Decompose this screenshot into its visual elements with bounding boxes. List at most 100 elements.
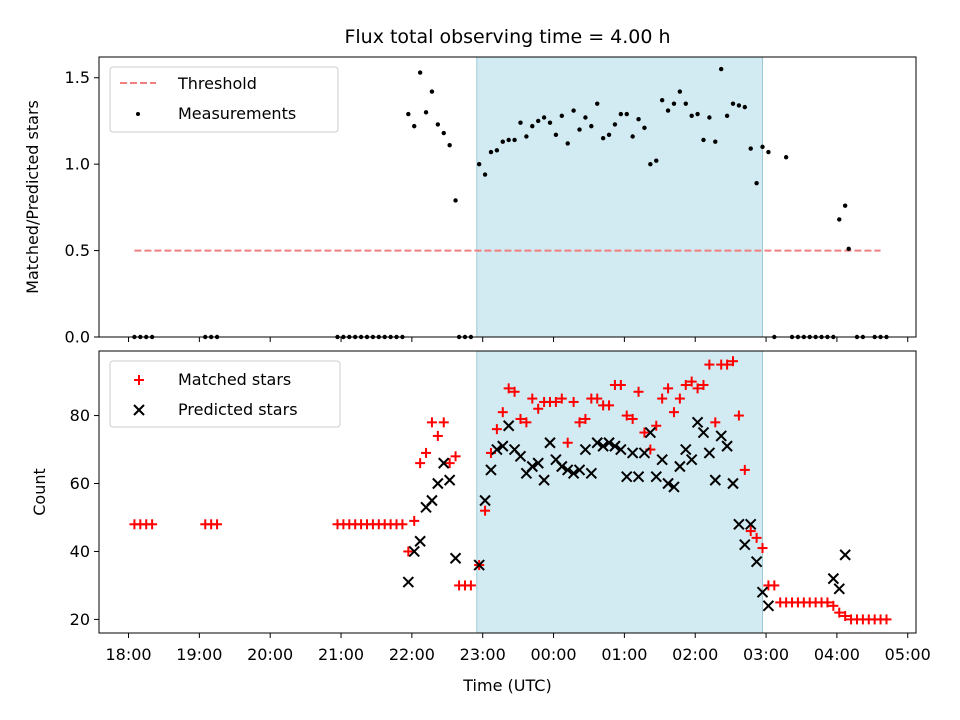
predicted-star-point <box>674 460 686 473</box>
measurement-point <box>417 70 423 75</box>
matched-star-point <box>722 359 733 370</box>
predicted-star-point <box>538 474 550 486</box>
measurement-point <box>453 198 458 203</box>
matched-star-point <box>621 410 632 421</box>
predicted-star-point <box>585 467 598 480</box>
matched-star-point <box>668 407 679 418</box>
x-tick-label: 01:00 <box>601 645 647 664</box>
matched-star-point <box>465 580 476 591</box>
x-marker-b <box>402 576 415 588</box>
matched-star-point <box>480 505 491 516</box>
x-marker-b <box>697 426 710 439</box>
matched-star-point <box>657 393 668 404</box>
bottom-y-tick-label: 40 <box>70 542 90 561</box>
predicted-star-point <box>526 460 539 473</box>
measurement-point <box>423 110 429 115</box>
measurement-point <box>524 134 529 139</box>
x-marker-b <box>626 447 639 459</box>
predicted-star-point <box>532 457 544 469</box>
matched-star-point <box>627 413 638 424</box>
measurement-point <box>476 161 482 167</box>
measurement-point <box>577 127 582 132</box>
predicted-star-point <box>638 447 651 459</box>
predicted-star-point <box>591 437 603 449</box>
matched-star-point <box>769 580 780 591</box>
measurement-point <box>589 123 594 129</box>
matched-star-point <box>409 515 420 526</box>
matched-star-point <box>550 396 561 407</box>
measurement-point <box>766 149 771 155</box>
bottom-y-tick-label: 60 <box>70 474 90 493</box>
predicted-star-point <box>485 464 497 476</box>
predicted-star-point <box>615 443 627 456</box>
x-marker-b <box>479 494 491 507</box>
x-tick-label: 23:00 <box>460 645 506 664</box>
x-marker-b <box>473 559 485 571</box>
x-marker-b <box>750 555 763 568</box>
matched-star-point <box>674 393 685 404</box>
x-marker-b <box>514 450 527 463</box>
predicted-star-point <box>597 440 609 452</box>
threshold-legend-label: Threshold <box>177 74 257 93</box>
measurement-point <box>648 161 653 167</box>
x-marker-b <box>709 474 721 486</box>
measurement-point <box>535 118 541 124</box>
top-y-tick-label: 0.5 <box>65 241 90 260</box>
top-y-axis-label: Matched/Predicted stars <box>23 100 42 294</box>
matched-star-point <box>574 417 585 428</box>
matched-star-point <box>509 386 520 397</box>
x-marker-b <box>544 437 556 449</box>
top-y-tick-label: 1.0 <box>65 155 90 174</box>
predicted-star-point <box>438 457 450 469</box>
matched-star-point <box>415 458 426 469</box>
x-marker-b <box>485 464 497 476</box>
top-panel: 0.0 0.5 1.0 1.5 Flux total observing time =… <box>23 26 917 347</box>
x-tick-label: 21:00 <box>318 645 364 664</box>
x-marker-b <box>739 538 751 551</box>
matched-stars-legend-swatch <box>134 375 144 385</box>
x-marker-b <box>656 454 668 466</box>
predicted-star-point <box>449 552 462 564</box>
matched-star-point <box>834 607 845 618</box>
measurement-point <box>654 158 659 163</box>
measurement-point <box>518 120 523 125</box>
x-marker-b <box>721 440 733 452</box>
matched-star-point <box>704 359 715 370</box>
matched-star-point <box>562 437 573 448</box>
predicted-star-point <box>479 494 491 507</box>
matched-star-point <box>212 519 223 530</box>
matched-star-point <box>840 611 851 622</box>
x-marker-b <box>609 440 621 452</box>
x-tick-label: 02:00 <box>672 645 718 664</box>
predicted-star-point <box>703 447 716 459</box>
x-marker-b <box>449 552 462 564</box>
measurement-point <box>447 142 452 148</box>
measurement-point <box>636 117 641 122</box>
predicted-star-point <box>662 477 674 490</box>
x-tick-label: 05:00 <box>885 645 931 664</box>
x-marker-b <box>550 454 562 466</box>
measurement-point <box>707 115 712 120</box>
predicted-star-point <box>650 471 662 483</box>
measurement-point <box>488 149 494 155</box>
matched-star-point <box>147 519 158 530</box>
measurement-point <box>600 136 606 141</box>
matched-star-point <box>497 407 508 418</box>
x-marker-b <box>650 471 662 483</box>
observing-window-band <box>476 351 763 633</box>
x-tick-label: 18:00 <box>105 645 151 664</box>
measurement-point <box>406 111 411 117</box>
x-marker-b <box>680 443 692 456</box>
matched-star-point <box>686 376 697 387</box>
x-marker-b <box>591 437 603 449</box>
measurement-point <box>783 155 789 160</box>
measurement-point <box>612 122 618 127</box>
predicted-star-point <box>656 454 668 466</box>
predicted-star-point <box>621 471 633 483</box>
matched-star-point <box>403 546 414 557</box>
matched-star-point <box>633 386 644 397</box>
matched-star-point <box>491 424 502 435</box>
measurement-point <box>665 108 671 113</box>
measurements-legend-label: Measurements <box>178 104 296 123</box>
predicted-star-point <box>544 437 556 449</box>
